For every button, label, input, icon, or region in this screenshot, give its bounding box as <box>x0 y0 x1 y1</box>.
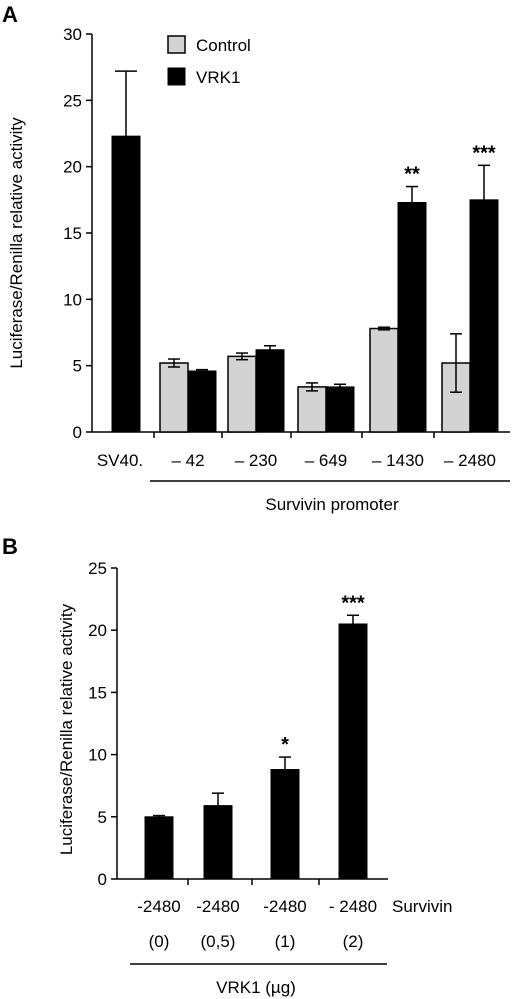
panel-b-dose-label: (0,5) <box>201 932 236 951</box>
panel-b-dose-label: (0) <box>149 932 170 951</box>
panel-b-bar <box>338 623 368 880</box>
panel-a-y-tick-label: 20 <box>63 158 82 177</box>
panel-b-category-label: -2480 <box>137 897 180 916</box>
panel-a-y-tick-label: 0 <box>73 423 82 442</box>
panel-label-b: B <box>2 534 18 559</box>
panel-b-row-label: Survivin <box>392 897 452 916</box>
panel-a-y-tick-label: 10 <box>63 290 82 309</box>
panel-a-bar-vrk1 <box>111 135 141 433</box>
panel-a-bar-vrk1 <box>187 370 217 433</box>
panel-b-dose-label: (1) <box>275 932 296 951</box>
panel-a-category-label: – 42 <box>171 451 204 470</box>
panel-a-bar-control <box>159 362 189 433</box>
panel-b-category-label: - 2480 <box>329 897 377 916</box>
panel-a-y-tick-label: 15 <box>63 224 82 243</box>
panel-a-category-label: – 649 <box>305 451 348 470</box>
panel-b-significance: * <box>281 734 289 756</box>
panel-b-y-tick-label: 15 <box>88 683 107 702</box>
panel-a-group-label: Survivin promoter <box>265 495 399 514</box>
panel-a-significance: *** <box>472 142 496 164</box>
panel-b-y-tick-label: 25 <box>88 559 107 578</box>
panel-b-y-tick-label: 10 <box>88 746 107 765</box>
panel-b-y-tick-label: 20 <box>88 621 107 640</box>
panel-b-bar <box>270 769 300 880</box>
panel-a-y-tick-label: 30 <box>63 25 82 44</box>
panel-a-y-tick-label: 25 <box>63 91 82 110</box>
panel-a-category-label: – 230 <box>235 451 278 470</box>
panel-label-a: A <box>2 2 18 27</box>
panel-b-group-label: VRK1 (µg) <box>216 978 296 997</box>
panel-b-dose-label: (2) <box>343 932 364 951</box>
panel-b-category-label: -2480 <box>196 897 239 916</box>
panel-a-category-label: – 2480 <box>444 451 496 470</box>
panel-b-bar <box>203 805 233 880</box>
panel-a-bar-vrk1 <box>397 201 427 433</box>
panel-a-bar-control <box>369 327 399 433</box>
panel-b-y-tick-label: 5 <box>98 808 107 827</box>
legend-swatch-control <box>167 35 186 54</box>
panel-a-bar-vrk1 <box>469 199 499 433</box>
panel-a-significance: ** <box>404 164 420 186</box>
panel-a-y-tick-label: 5 <box>73 357 82 376</box>
panel-a-bar-vrk1 <box>255 349 285 433</box>
panel-a-bar-vrk1 <box>325 386 355 433</box>
panel-b-significance: *** <box>341 592 365 614</box>
panel-b-category-label: -2480 <box>263 897 306 916</box>
legend-swatch-vrk1 <box>167 67 186 86</box>
panel-a-bar-control <box>297 386 327 433</box>
panel-b-y-axis-label: Luciferase/Renilla relative activity <box>57 603 76 855</box>
panel-a-category-label: SV40. <box>97 451 143 470</box>
panel-b-y-tick-label: 0 <box>98 870 107 889</box>
legend-label-control: Control <box>196 36 251 55</box>
panel-a-category-label: – 1430 <box>372 451 424 470</box>
panel-a-bar-control <box>227 355 257 433</box>
legend-label-vrk1: VRK1 <box>196 68 240 87</box>
panel-a-y-axis-label: Luciferase/Renilla relative activity <box>7 117 26 369</box>
panel-b-bar <box>144 816 174 880</box>
